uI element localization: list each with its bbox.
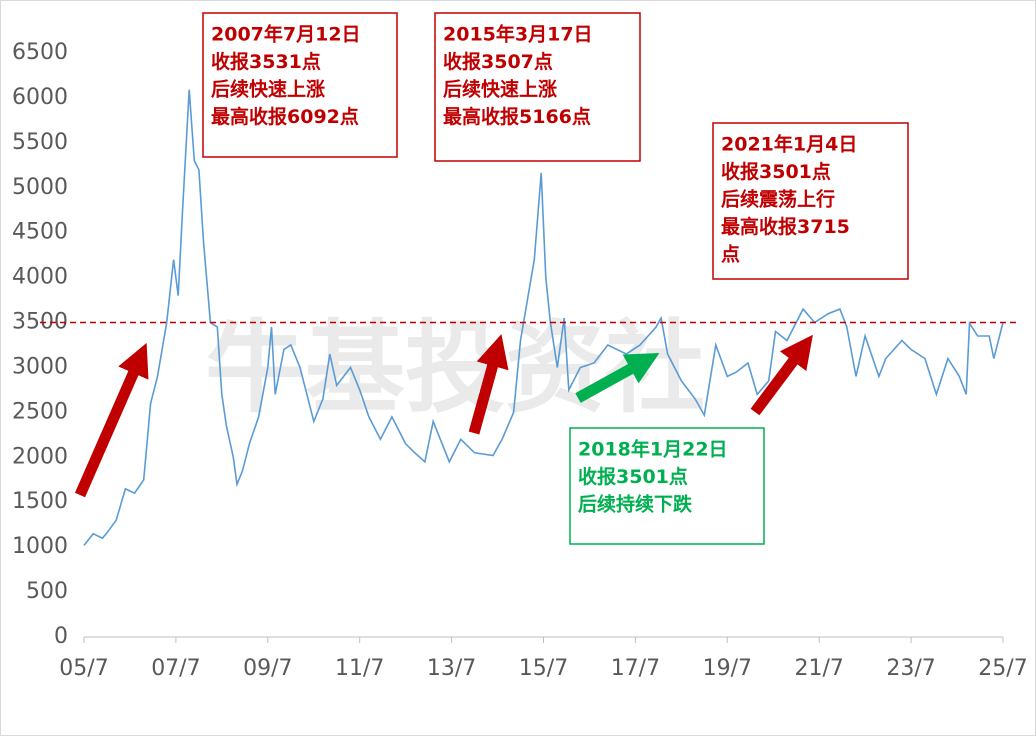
annotation-text: 收报3501点 — [721, 160, 831, 183]
arrow — [575, 353, 660, 403]
y-tick-label: 1500 — [12, 489, 68, 514]
annotation-text: 最高收报6092点 — [211, 105, 359, 128]
y-tick-label: 5000 — [12, 175, 68, 200]
annotation-box — [569, 427, 765, 545]
annotation-box — [712, 122, 909, 280]
x-tick-label: 11/7 — [335, 656, 384, 681]
annotation-text: 点 — [721, 244, 740, 266]
annotation-text: 2021年1月4日 — [721, 133, 857, 156]
x-tick-label: 13/7 — [427, 656, 476, 681]
x-tick-label: 17/7 — [611, 656, 660, 681]
y-tick-label: 500 — [26, 579, 68, 604]
y-tick-label: 4000 — [12, 265, 68, 290]
x-tick-label: 05/7 — [59, 656, 108, 681]
line — [83, 89, 1004, 546]
annotation-box — [434, 12, 641, 162]
y-tick-label: 2500 — [12, 399, 68, 424]
annotation-text: 2018年1月22日 — [578, 438, 728, 461]
y-tick-label: 6500 — [12, 40, 68, 65]
arrow — [750, 334, 813, 416]
x-tick-label: 07/7 — [151, 656, 200, 681]
annotation-box — [202, 12, 398, 158]
annotation-text: 后续震荡上行 — [721, 188, 835, 211]
y-tick-label: 6000 — [12, 85, 68, 110]
x-tick-label: 25/7 — [978, 656, 1027, 681]
y-tick-label: 0 — [54, 624, 68, 649]
annotation-text: 最高收报5166点 — [443, 105, 591, 128]
annotation-text: 后续快速上涨 — [443, 78, 557, 101]
y-tick-label: 4500 — [12, 220, 68, 245]
x-tick-label: 09/7 — [243, 656, 292, 681]
y-tick-label: 5500 — [12, 130, 68, 155]
x-tick-label: 15/7 — [519, 656, 568, 681]
arrows — [74, 334, 813, 498]
annotation-text: 最高收报3715 — [721, 215, 850, 238]
x-tick-label: 21/7 — [794, 656, 843, 681]
arrow — [468, 334, 509, 435]
y-tick-label: 3000 — [12, 354, 68, 379]
annotation-text: 2015年3月17日 — [443, 23, 593, 46]
y-tick-label: 1000 — [12, 534, 68, 559]
annotation-text: 收报3507点 — [443, 50, 553, 73]
x-tick-label: 19/7 — [703, 656, 752, 681]
plot: 0500100015002000250030003500400045005000… — [12, 40, 1028, 681]
y-tick-label: 2000 — [12, 444, 68, 469]
x-tick-label: 23/7 — [886, 656, 935, 681]
annotation-text: 后续持续下跌 — [578, 493, 693, 516]
annotation-text: 2007年7月12日 — [211, 23, 361, 46]
annotation-text: 收报3501点 — [578, 465, 688, 488]
arrow — [74, 342, 149, 498]
annotation-text: 收报3531点 — [211, 50, 321, 73]
annotation-text: 后续快速上涨 — [211, 78, 325, 101]
